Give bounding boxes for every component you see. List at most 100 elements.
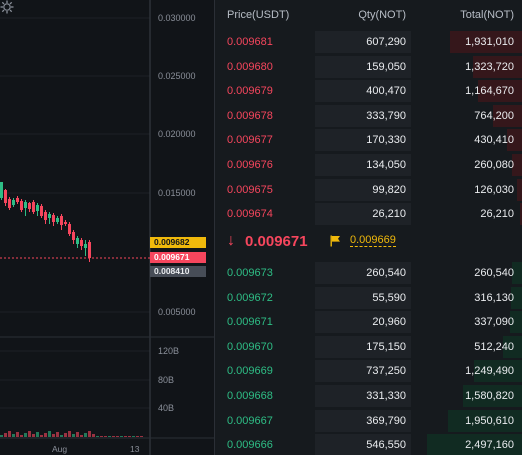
ask-total: 430,410 bbox=[474, 134, 514, 147]
volume-bar bbox=[132, 436, 135, 437]
volume-bar bbox=[60, 435, 63, 437]
price-axis-label: 0.030000 bbox=[158, 13, 196, 23]
ask-total: 260,080 bbox=[474, 159, 514, 171]
volume-bar bbox=[72, 434, 75, 437]
total-column-header[interactable]: Total(NOT) bbox=[460, 9, 514, 21]
ask-total: 1,164,670 bbox=[465, 85, 514, 98]
bid-row[interactable]: 0.009670 175,150 512,240 bbox=[215, 335, 522, 359]
ask-qty: 607,290 bbox=[366, 36, 406, 48]
qty-cell-background bbox=[315, 31, 411, 53]
bid-row[interactable]: 0.009667 369,790 1,950,610 bbox=[215, 409, 522, 433]
depth-bar bbox=[473, 55, 522, 78]
depth-bar bbox=[507, 129, 522, 152]
price-column-header[interactable]: Price(USDT) bbox=[227, 9, 290, 21]
panel-divider bbox=[214, 0, 215, 455]
depth-bar bbox=[427, 434, 522, 455]
bid-price: 0.009671 bbox=[227, 316, 273, 329]
bid-qty: 20,960 bbox=[372, 316, 406, 329]
candle-body bbox=[0, 182, 3, 198]
chart-canvas[interactable] bbox=[0, 0, 214, 455]
ask-qty: 333,790 bbox=[366, 109, 406, 122]
ask-row[interactable]: 0.009680 159,050 1,323,720 bbox=[215, 55, 522, 79]
ask-row[interactable]: 0.009675 99,820 126,030 bbox=[215, 178, 522, 202]
price-axis-label: 0.015000 bbox=[158, 188, 196, 198]
ask-price: 0.009680 bbox=[227, 60, 273, 73]
volume-bar bbox=[36, 432, 39, 437]
candle-body bbox=[24, 202, 27, 208]
bid-row[interactable]: 0.009671 20,960 337,090 bbox=[215, 310, 522, 334]
ask-row[interactable]: 0.009678 333,790 764,200 bbox=[215, 104, 522, 128]
price-chart[interactable]: 0.030000 0.025000 0.020000 0.015000 0.00… bbox=[0, 0, 214, 455]
ask-price: 0.009676 bbox=[227, 159, 273, 171]
time-axis-label: 13 bbox=[130, 444, 140, 454]
qty-cell-background bbox=[315, 262, 411, 284]
volume-bar bbox=[124, 436, 127, 437]
bid-row[interactable]: 0.009672 55,590 316,130 bbox=[215, 286, 522, 310]
depth-bar bbox=[493, 104, 522, 127]
volume-bar bbox=[120, 436, 123, 437]
qty-cell-background bbox=[315, 286, 411, 309]
price-axis-label: 0.005000 bbox=[158, 307, 196, 317]
bid-qty: 737,250 bbox=[366, 365, 406, 378]
candle-body bbox=[52, 215, 55, 222]
depth-bar bbox=[517, 178, 522, 201]
last-price-tag: 0.009671 bbox=[150, 252, 206, 263]
ask-total: 1,323,720 bbox=[465, 60, 514, 73]
volume-bar bbox=[88, 431, 91, 437]
last-price-row[interactable]: ↓ 0.009671 0.009669 bbox=[215, 228, 522, 256]
ask-total: 764,200 bbox=[474, 109, 514, 122]
ask-qty: 159,050 bbox=[366, 60, 406, 73]
candle-body bbox=[80, 240, 83, 246]
volume-bar bbox=[104, 436, 107, 437]
volume-bar bbox=[96, 436, 99, 437]
bid-row[interactable]: 0.009669 737,250 1,249,490 bbox=[215, 359, 522, 383]
depth-bar bbox=[510, 311, 522, 334]
ask-row[interactable]: 0.009679 400,470 1,164,670 bbox=[215, 79, 522, 103]
bid-row[interactable]: 0.009673 260,540 260,540 bbox=[215, 261, 522, 285]
volume-bar bbox=[108, 436, 111, 437]
volume-bar bbox=[56, 432, 59, 437]
time-axis-label: Aug bbox=[52, 444, 68, 454]
depth-bar bbox=[448, 409, 522, 432]
bid-total: 260,540 bbox=[474, 267, 514, 279]
bid-row[interactable]: 0.009666 546,550 2,497,160 bbox=[215, 433, 522, 455]
ask-qty: 26,210 bbox=[372, 208, 406, 221]
bid-price: 0.009669 bbox=[227, 365, 273, 378]
depth-bar bbox=[520, 203, 522, 226]
bid-row[interactable]: 0.009668 331,330 1,580,820 bbox=[215, 384, 522, 408]
down-arrow-icon: ↓ bbox=[227, 232, 235, 249]
ask-row[interactable]: 0.009674 26,210 26,210 bbox=[215, 202, 522, 226]
depth-bar bbox=[512, 262, 522, 284]
index-price-tag: 0.008410 bbox=[150, 266, 206, 277]
qty-cell-background bbox=[315, 129, 411, 152]
volume-bar bbox=[32, 434, 35, 437]
qty-column-header[interactable]: Qty(NOT) bbox=[358, 9, 406, 21]
ask-qty: 400,470 bbox=[366, 85, 406, 98]
qty-cell-background bbox=[315, 203, 411, 226]
candle-body bbox=[64, 222, 67, 224]
volume-bar bbox=[76, 432, 79, 437]
bid-qty: 331,330 bbox=[366, 390, 406, 402]
candle-body bbox=[88, 242, 91, 258]
gear-icon[interactable] bbox=[0, 0, 14, 14]
ask-qty: 99,820 bbox=[372, 183, 406, 196]
qty-cell-background bbox=[315, 360, 411, 383]
ask-row[interactable]: 0.009677 170,330 430,410 bbox=[215, 128, 522, 152]
volume-bar bbox=[28, 431, 31, 437]
bid-total: 1,580,820 bbox=[465, 390, 514, 402]
ask-total: 1,931,010 bbox=[465, 36, 514, 48]
volume-bar bbox=[40, 435, 43, 437]
qty-cell-background bbox=[315, 80, 411, 103]
ask-price: 0.009681 bbox=[227, 36, 273, 48]
volume-axis-label: 120B bbox=[158, 346, 180, 356]
ask-row[interactable]: 0.009676 134,050 260,080 bbox=[215, 153, 522, 177]
mark-price: 0.009669 bbox=[350, 234, 396, 247]
volume-bar bbox=[128, 436, 131, 437]
volume-bar bbox=[92, 434, 95, 437]
volume-bar bbox=[112, 436, 115, 437]
order-book: Price(USDT) Qty(NOT) Total(NOT) 0.009681… bbox=[215, 0, 522, 455]
bid-qty: 369,790 bbox=[366, 414, 406, 427]
volume-bar bbox=[44, 433, 47, 437]
ask-row[interactable]: 0.009681 607,290 1,931,010 bbox=[215, 30, 522, 54]
ask-price: 0.009675 bbox=[227, 183, 273, 196]
